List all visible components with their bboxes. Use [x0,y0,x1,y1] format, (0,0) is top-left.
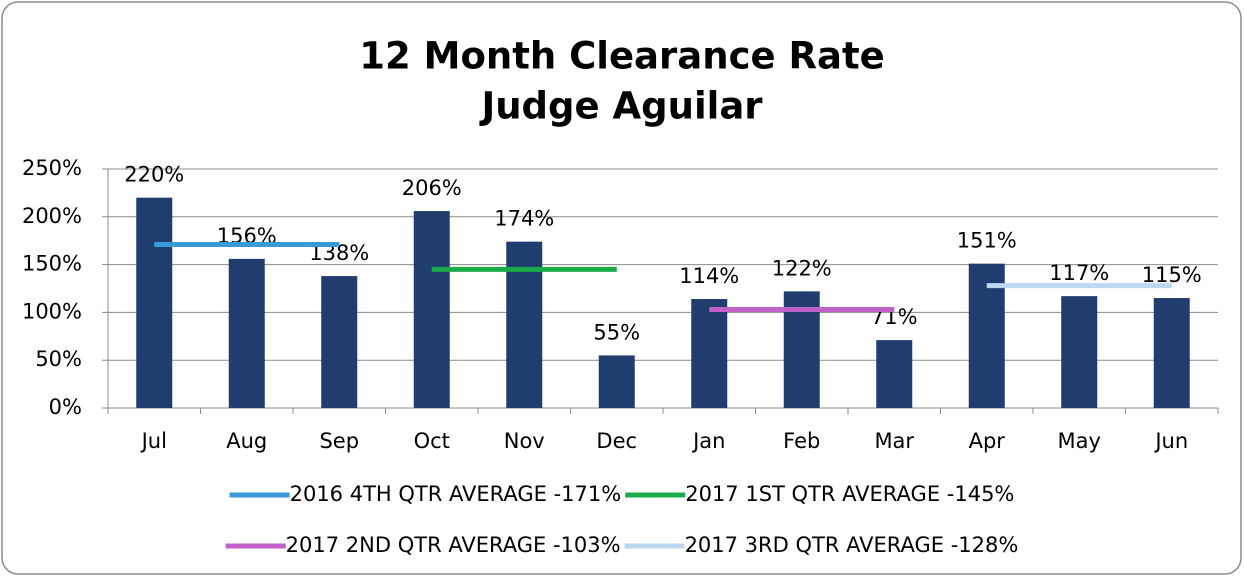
data-label: 174% [494,207,554,231]
data-label: 115% [1142,263,1202,287]
bar [1153,298,1190,408]
x-tick-label: Sep [319,429,359,453]
y-tick-label: 250% [22,156,82,180]
data-label: 122% [772,256,832,280]
x-tick-label: Dec [596,429,637,453]
x-tick-label: Nov [504,429,545,453]
legend-label: 2017 1ST QTR AVERAGE -145% [685,482,1014,506]
x-tick-label: Aug [226,429,267,453]
bar [1061,296,1098,408]
x-tick-label: Feb [783,429,820,453]
legend-label: 2016 4TH QTR AVERAGE -171% [290,482,622,506]
y-tick-label: 50% [35,347,82,371]
legend-label: 2017 3RD QTR AVERAGE -128% [685,533,1019,557]
y-tick-label: 150% [22,252,82,276]
x-tick-label: Jan [691,429,725,453]
bar [876,340,913,408]
bar [506,241,543,408]
bar [228,258,265,408]
x-tick-label: Mar [874,429,914,453]
bar [136,197,173,408]
data-label: 55% [593,320,640,344]
y-tick-label: 200% [22,204,82,228]
x-tick-label: Apr [969,429,1006,453]
legend-label: 2017 2ND QTR AVERAGE -103% [286,533,621,557]
chart-subtitle: Judge Aguilar [478,85,763,128]
chart-title: 12 Month Clearance Rate [359,35,884,78]
y-tick-label: 100% [22,299,82,323]
y-tick-label: 0% [49,395,82,419]
data-label: 151% [957,229,1017,253]
bar [413,211,450,408]
bar [321,276,358,408]
data-label: 114% [679,264,739,288]
data-label: 220% [124,163,184,187]
x-tick-label: May [1058,429,1101,453]
data-label: 206% [402,176,462,200]
x-tick-label: Oct [414,429,450,453]
bar [598,355,635,408]
x-tick-label: Jun [1153,429,1188,453]
x-tick-label: Jul [140,429,167,453]
data-label: 117% [1049,261,1109,285]
bar [691,299,728,408]
